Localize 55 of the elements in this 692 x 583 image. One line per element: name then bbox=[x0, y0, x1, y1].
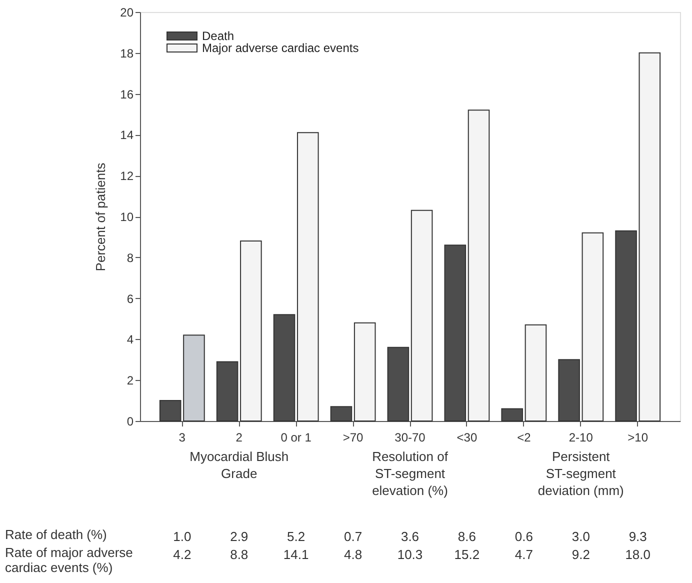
data-label: 2.9 bbox=[230, 529, 248, 544]
y-tick-label: 8 bbox=[126, 250, 134, 265]
x-tick-label: 2 bbox=[236, 430, 243, 444]
x-tick-label: 2-10 bbox=[568, 430, 594, 444]
x-tick-label: <2 bbox=[517, 430, 532, 444]
data-label: 0.7 bbox=[344, 529, 362, 544]
text: Persistent ST-segment deviation (mm) bbox=[538, 449, 624, 498]
x-tick-label: >70 bbox=[342, 430, 364, 444]
y-tick-label: 18 bbox=[120, 46, 134, 60]
data-label: 8.6 bbox=[458, 529, 476, 544]
y-tick-label: 4 bbox=[126, 332, 134, 347]
y-tick-label: 16 bbox=[120, 87, 134, 102]
y-tick-label: 14 bbox=[120, 128, 134, 142]
bar bbox=[638, 52, 661, 422]
data-label: 15.2 bbox=[454, 547, 480, 562]
x-tick-label: <30 bbox=[456, 430, 478, 444]
y-axis-title: Percent of patients bbox=[93, 162, 108, 272]
bar bbox=[240, 240, 262, 422]
data-label: 18.0 bbox=[625, 547, 651, 562]
data-label: 9.2 bbox=[572, 547, 590, 562]
legend-label: Major adverse cardiac events bbox=[202, 41, 359, 55]
text: Rate of major adverse cardiac events (%) bbox=[5, 545, 133, 575]
data-label: 4.8 bbox=[344, 547, 362, 562]
y-tick-label: 10 bbox=[120, 210, 134, 224]
text: Rate of death (%) bbox=[5, 527, 107, 542]
data-label: 8.8 bbox=[230, 547, 248, 562]
bar bbox=[410, 210, 433, 422]
bar bbox=[296, 132, 319, 422]
bar bbox=[183, 334, 205, 422]
x-tick-label: 3 bbox=[178, 430, 186, 444]
data-label: 3.6 bbox=[400, 529, 420, 544]
data-label: 3.0 bbox=[572, 529, 590, 544]
data-label: 14.1 bbox=[283, 547, 309, 562]
y-tick-label: 0 bbox=[126, 414, 134, 428]
data-label: 0.6 bbox=[514, 529, 533, 544]
data-label: 4.2 bbox=[173, 547, 192, 562]
bar bbox=[354, 322, 376, 422]
bar bbox=[582, 232, 604, 422]
x-tick-label: >10 bbox=[628, 430, 648, 444]
x-tick-label: 30-70 bbox=[394, 430, 426, 444]
data-label: 4.7 bbox=[514, 547, 533, 562]
y-tick-label: 12 bbox=[120, 169, 134, 184]
data-label: 9.3 bbox=[628, 529, 647, 544]
bar bbox=[468, 110, 490, 422]
data-label: 10.3 bbox=[397, 547, 423, 562]
data-label: 1.0 bbox=[173, 529, 192, 544]
bar bbox=[524, 324, 547, 422]
y-tick-label: 20 bbox=[120, 6, 134, 20]
y-tick-label: 2 bbox=[126, 374, 134, 388]
data-label: 5.2 bbox=[287, 529, 306, 544]
legend-label: Death bbox=[202, 29, 234, 43]
y-tick-label: 6 bbox=[126, 292, 134, 306]
text: Resolution of ST-segment elevation (%) bbox=[372, 449, 448, 498]
x-tick-label: 0 or 1 bbox=[280, 430, 312, 444]
text: Myocardial Blush Grade bbox=[190, 449, 289, 481]
